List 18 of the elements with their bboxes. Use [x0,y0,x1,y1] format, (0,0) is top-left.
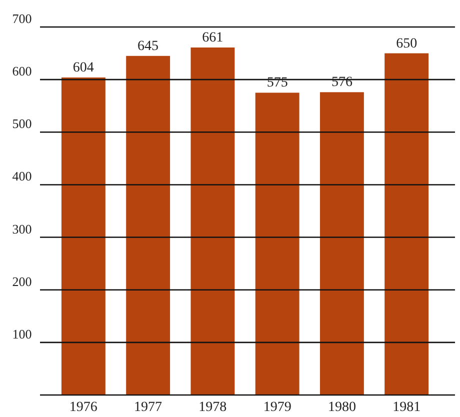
y-tick-label: 100 [12,326,32,342]
data-label: 604 [72,60,94,76]
y-tick-label: 400 [12,168,32,184]
x-tick-label: 1980 [328,400,356,415]
y-tick-label: 700 [12,11,32,26]
x-tick-label: 1981 [392,400,421,415]
y-tick-label: 300 [12,221,32,236]
x-tick-label: 1977 [134,400,162,415]
data-label: 575 [266,76,288,91]
data-label: 645 [138,38,159,54]
y-tick-label: 500 [12,116,32,132]
y-tick-label: 200 [12,274,32,289]
x-tick-label: 1979 [263,400,292,415]
y-tick-label: 600 [12,64,32,79]
data-label: 661 [202,30,224,46]
x-tick-label: 1976 [69,400,98,415]
x-tick-label: 1978 [198,400,227,415]
data-label: 650 [396,36,418,52]
